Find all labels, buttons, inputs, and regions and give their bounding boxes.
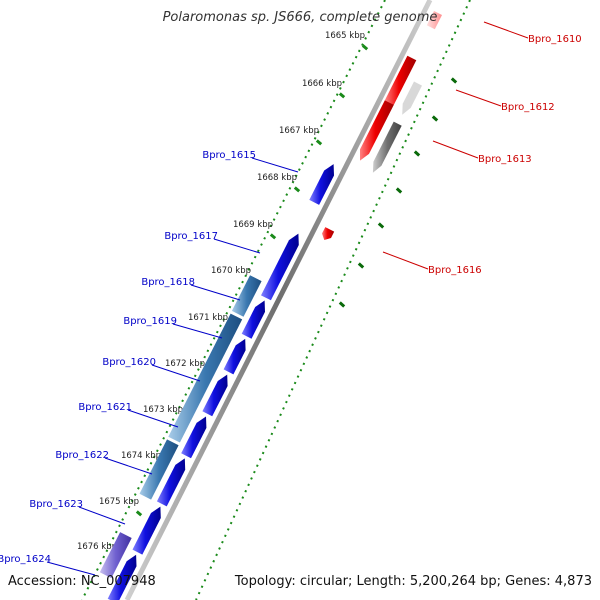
operon-block — [99, 532, 132, 579]
scale-tick — [338, 92, 346, 99]
forward-gene-label: Bpro_1622 — [55, 450, 109, 461]
forward-gene-label: Bpro_1621 — [78, 402, 132, 413]
scale-tick-label: 1667 kbp — [279, 126, 319, 136]
scale-tick — [315, 139, 323, 146]
scale-tick-label: 1666 kbp — [302, 79, 342, 89]
label-leader-line — [172, 323, 223, 339]
reverse-scale-tick — [338, 301, 346, 308]
label-leader-line — [104, 457, 153, 475]
label-leader-line — [432, 140, 479, 159]
operon-block — [168, 313, 243, 443]
forward-gene-label: Bpro_1619 — [123, 316, 177, 327]
forward-gene-arrow — [202, 374, 228, 417]
forward-gene-arrow — [261, 233, 299, 301]
scale-tick — [135, 510, 143, 517]
forward-gene-label: Bpro_1623 — [29, 499, 83, 510]
reverse-gene-arrow — [360, 100, 394, 161]
scale-tick-label: 1672 kbp — [165, 359, 205, 369]
scale-tick-label: 1674 kbp — [121, 451, 161, 461]
reverse-gene-arrow — [384, 55, 417, 112]
label-leader-line — [78, 506, 126, 525]
forward-gene-label: Bpro_1615 — [202, 150, 256, 161]
forward-gene-label: Bpro_1620 — [102, 357, 156, 368]
genome-backbone — [124, 0, 433, 600]
reverse-scale-tick — [431, 115, 439, 122]
forward-gene-label: Bpro_1617 — [164, 231, 218, 242]
backbone-line — [124, 0, 433, 600]
label-leader-line — [483, 21, 529, 39]
forward-gene-arrow — [156, 458, 186, 507]
forward-gene-arrow — [223, 338, 246, 375]
forward-gene-arrow — [181, 416, 207, 459]
forward-gene-arrow — [309, 164, 334, 205]
label-leader-line — [127, 409, 179, 428]
scale-tick — [361, 44, 369, 51]
label-leader-line — [151, 364, 201, 382]
reverse-gene-arrow — [402, 81, 422, 115]
reverse-gene-label: Bpro_1616 — [428, 265, 482, 276]
topology-text: Topology: circular; Length: 5,200,264 bp… — [234, 574, 592, 589]
genome-title: Polaromonas sp. JS666, complete genome — [162, 10, 438, 25]
gene-labels: Bpro_1615 Bpro_1617 Bpro_1618 Bpro_1619 Bpro… — [0, 34, 582, 565]
label-leader-line — [190, 284, 241, 301]
ruler-dotted-line — [81, 0, 386, 600]
accession-text: Accession: NC_007948 — [8, 574, 156, 589]
scale-tick-label: 1669 kbp — [233, 220, 273, 230]
forward-gene-arrow — [107, 554, 137, 600]
scale-tick-label: 1665 kbp — [325, 31, 365, 41]
label-leader-line — [455, 89, 502, 107]
label-leaders — [46, 21, 529, 576]
scale-tick-label: 1670 kbp — [211, 266, 251, 276]
scale-tick-label: 1668 kbp — [257, 173, 297, 183]
scale-tick-label: 1673 kbp — [143, 405, 183, 415]
forward-gene-arrow — [241, 300, 265, 339]
reverse-gene-label: Bpro_1610 — [528, 34, 582, 45]
scale-tick — [293, 186, 301, 193]
reverse-scale-tick — [413, 150, 421, 157]
operon-block — [231, 275, 262, 317]
label-leader-line — [382, 251, 429, 270]
reverse-scale-tick — [450, 77, 458, 84]
label-leader-line — [251, 157, 299, 173]
reverse-gene-arrow — [322, 227, 335, 240]
reverse-scale-tick — [357, 262, 365, 269]
scale-tick-label: 1671 kbp — [188, 313, 228, 323]
reverse-gene-label: Bpro_1613 — [478, 154, 532, 165]
scale-tick-label: 1676 kbp — [77, 542, 117, 552]
reverse-scale-tick — [377, 222, 385, 229]
scale-tick-label: 1675 kbp — [99, 497, 139, 507]
label-leader-line — [213, 238, 261, 254]
forward-gene-arrow — [132, 506, 161, 555]
label-leader-line — [46, 561, 96, 576]
forward-gene-label: Bpro_1618 — [141, 277, 195, 288]
scale-tick — [269, 233, 277, 240]
reverse-gene-arrow — [426, 11, 442, 30]
reverse-gene-arrow — [372, 121, 402, 173]
forward-gene-label: Bpro_1624 — [0, 554, 51, 565]
reverse-scale-tick — [395, 187, 403, 194]
reverse-ruler-dotted-line — [195, 0, 471, 600]
reverse-gene-label: Bpro_1612 — [501, 102, 555, 113]
operon-block — [139, 439, 179, 500]
gene-track — [99, 11, 442, 600]
